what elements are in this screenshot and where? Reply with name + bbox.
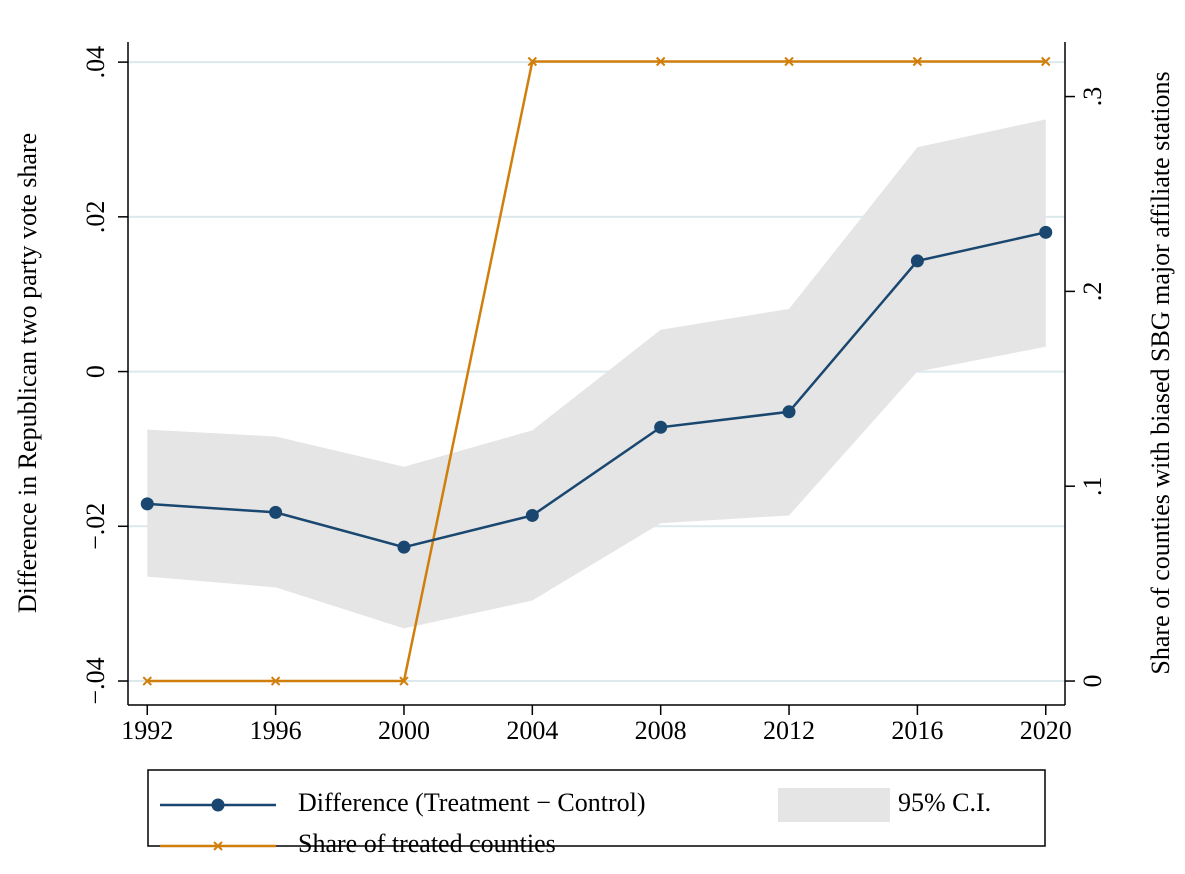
y-tick-label: −.02 <box>81 503 110 550</box>
legend-label: Difference (Treatment − Control) <box>298 788 646 817</box>
y2-tick-label: .3 <box>1078 87 1107 107</box>
y-tick-label: −.04 <box>81 657 110 704</box>
point <box>140 497 154 511</box>
point <box>1041 56 1051 67</box>
legend-label: Share of treated counties <box>298 829 556 858</box>
legend-box <box>147 769 1046 847</box>
x-tick-label: 2016 <box>891 716 943 745</box>
point <box>269 505 283 519</box>
point <box>142 676 152 686</box>
series-line <box>147 231 1047 549</box>
point <box>399 676 409 686</box>
point <box>270 676 281 686</box>
legend-marker <box>211 798 225 812</box>
point <box>1039 225 1053 239</box>
point <box>912 56 923 67</box>
legend-label: 95% C.I. <box>898 788 991 817</box>
x-tick-label: 2020 <box>1020 716 1072 745</box>
legend-marker <box>213 841 223 851</box>
y2-axis-title: Share of counties with biased SBG major … <box>1146 71 1175 674</box>
point <box>655 56 666 67</box>
legend-swatch <box>778 788 890 822</box>
point <box>910 254 924 268</box>
series-line <box>147 60 1046 683</box>
x-tick-label: 2008 <box>635 716 687 745</box>
x-tick-label: 2012 <box>763 716 815 745</box>
point <box>782 405 796 419</box>
y-tick-label: .04 <box>81 46 110 78</box>
x-tick-label: 1992 <box>121 716 173 745</box>
y2-tick-label: .2 <box>1078 282 1107 302</box>
y-tick-label: .02 <box>81 201 110 234</box>
point <box>654 420 668 434</box>
y-axis-title: Difference in Republican two party vote … <box>13 133 42 613</box>
y2-tick-label: .1 <box>1078 476 1107 496</box>
ci-band <box>147 119 1046 629</box>
x-tick-label: 2000 <box>378 716 430 745</box>
point <box>397 540 411 554</box>
y-tick-label: 0 <box>81 365 110 378</box>
y2-tick-label: 0 <box>1078 675 1107 688</box>
x-tick-label: 1996 <box>250 716 302 745</box>
point <box>527 56 538 67</box>
point <box>525 508 539 522</box>
point <box>784 56 794 67</box>
x-tick-label: 2004 <box>506 716 558 745</box>
